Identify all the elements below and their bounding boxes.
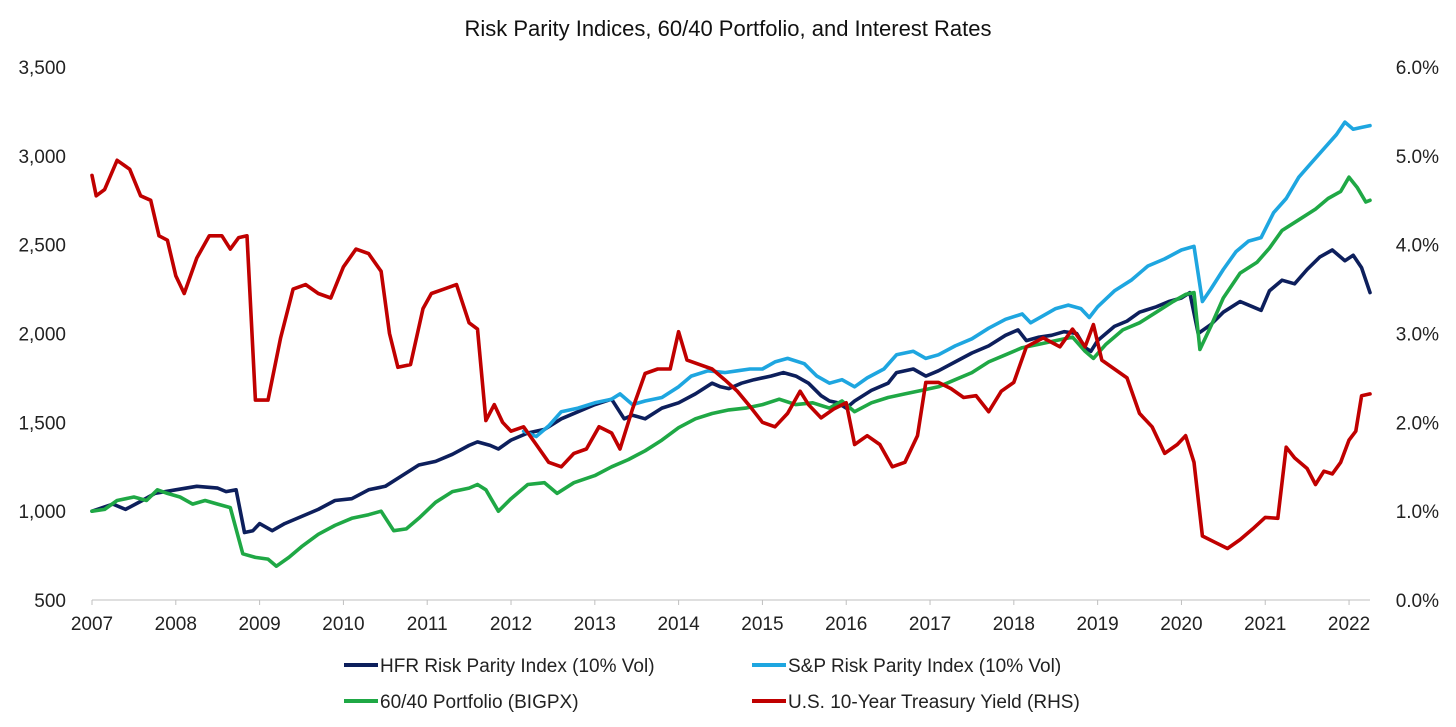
chart-title: Risk Parity Indices, 60/40 Portfolio, an… — [464, 16, 991, 41]
y-right-tick-label: 1.0% — [1396, 502, 1439, 523]
series-line-2 — [90, 175, 1372, 568]
legend: HFR Risk Parity Index (10% Vol) S&P Risk … — [344, 656, 1080, 713]
y-left-tick-label: 2,500 — [18, 236, 66, 257]
y-right-tick-label: 2.0% — [1396, 413, 1439, 434]
y-left-tick-label: 2,000 — [18, 325, 66, 346]
x-tick-label: 2012 — [490, 614, 532, 635]
x-tick-label: 2009 — [238, 614, 280, 635]
x-tick-label: 2015 — [741, 614, 783, 635]
x-tick-label: 2010 — [322, 614, 364, 635]
x-tick-label: 2007 — [71, 614, 113, 635]
axes: 2007 2008 2009 2010 2011 2012 2013 2014 2015 2016… — [18, 58, 1439, 635]
y-right-tick-label: 0.0% — [1396, 591, 1439, 612]
x-tick-label: 2014 — [657, 614, 700, 635]
x-tick-label: 2008 — [155, 614, 197, 635]
y-left-tick-label: 1,000 — [18, 502, 66, 523]
x-tick-label: 2016 — [825, 614, 867, 635]
x-tick-label: 2019 — [1076, 614, 1118, 635]
legend-label-3: U.S. 10-Year Treasury Yield (RHS) — [788, 692, 1080, 713]
legend-label-2: 60/40 Portfolio (BIGPX) — [380, 692, 579, 713]
x-tick-label: 2011 — [407, 614, 448, 635]
x-tick-label: 2013 — [574, 614, 616, 635]
series-line-3 — [90, 158, 1372, 551]
y-left-tick-label: 3,000 — [18, 147, 66, 168]
y-right-tick-label: 5.0% — [1396, 147, 1439, 168]
series-line-1 — [521, 120, 1372, 439]
y-left-tick-label: 1,500 — [18, 413, 66, 434]
legend-label-1: S&P Risk Parity Index (10% Vol) — [788, 656, 1061, 677]
x-tick-label: 2018 — [993, 614, 1035, 635]
y-right-tick-label: 4.0% — [1396, 236, 1439, 257]
x-tick-label: 2021 — [1244, 614, 1286, 635]
x-tick-label: 2020 — [1160, 614, 1202, 635]
legend-label-0: HFR Risk Parity Index (10% Vol) — [380, 656, 655, 677]
series-line-0 — [90, 248, 1372, 535]
x-tick-label: 2022 — [1328, 614, 1370, 635]
y-right-tick-label: 3.0% — [1396, 325, 1439, 346]
y-right-tick-label: 6.0% — [1396, 58, 1439, 79]
series-layer — [90, 120, 1372, 568]
x-tick-label: 2017 — [909, 614, 951, 635]
y-left-tick-label: 3,500 — [18, 58, 66, 79]
y-left-tick-label: 500 — [34, 591, 66, 612]
